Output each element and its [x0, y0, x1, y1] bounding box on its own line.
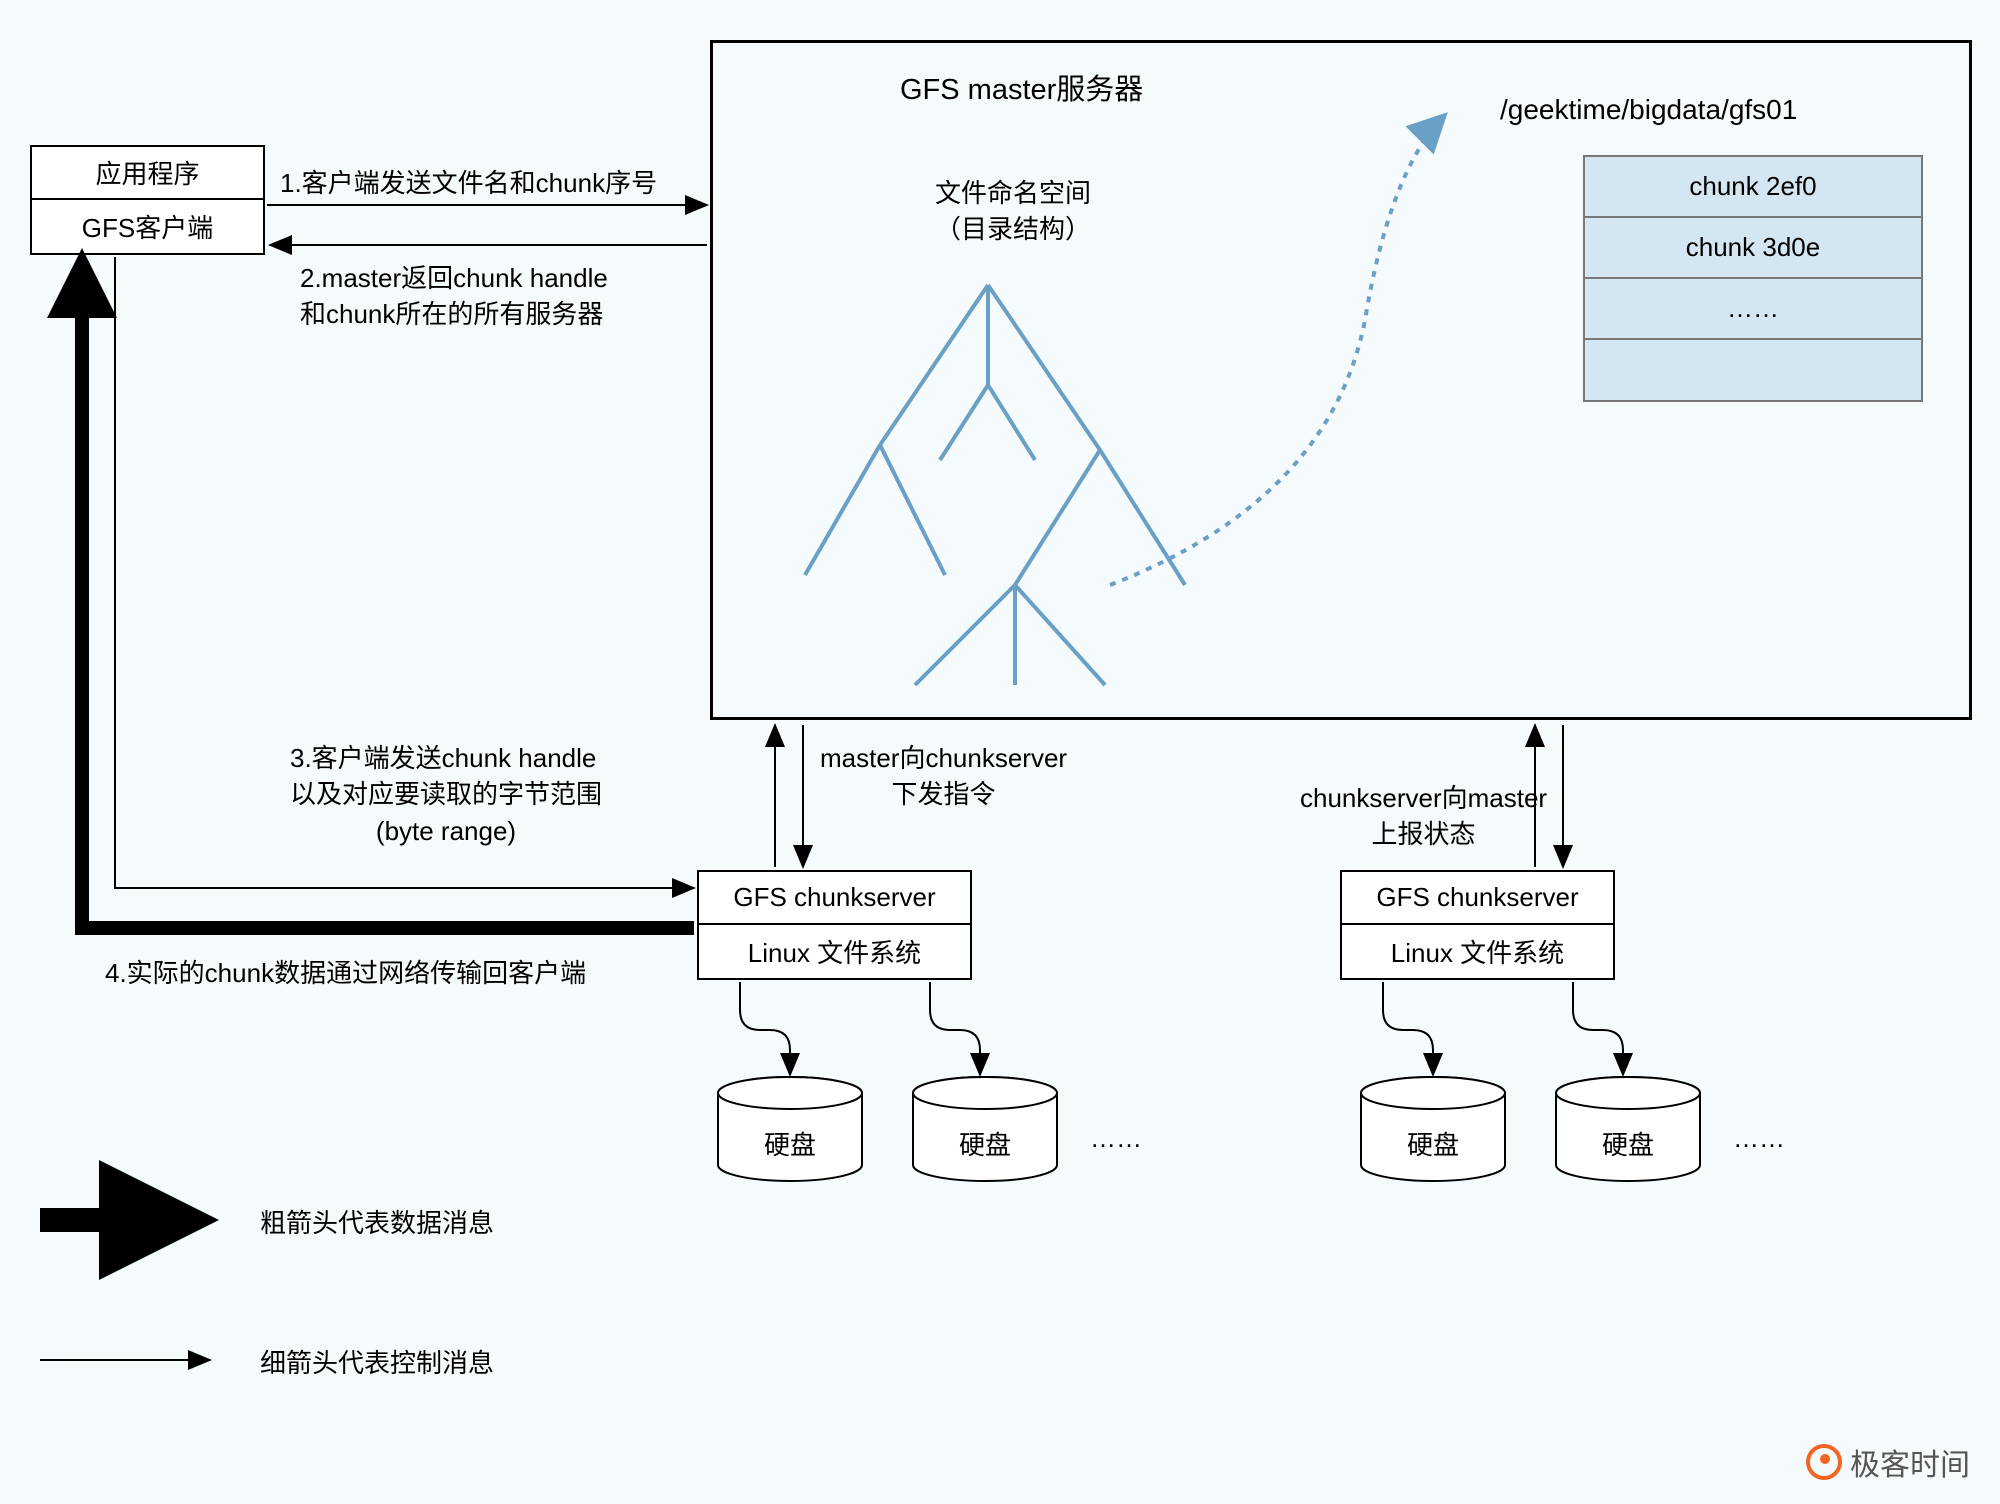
- client-box: 应用程序 GFS客户端: [30, 145, 265, 255]
- watermark: 极客时间: [1806, 1440, 1970, 1484]
- chunk-cell-2: ……: [1585, 279, 1921, 340]
- step2-l2: 和chunk所在的所有服务器: [300, 299, 603, 329]
- step3-label: 3.客户端发送chunk handle 以及对应要读取的字节范围 (byte r…: [290, 740, 602, 849]
- chunkserver-1: GFS chunkserver Linux 文件系统: [697, 870, 972, 980]
- step2-l1: 2.master返回chunk handle: [300, 263, 608, 293]
- disk-3-label: 硬盘: [1358, 1125, 1508, 1162]
- disk-ellipsis-1: ……: [1090, 1120, 1142, 1156]
- step1-label: 1.客户端发送文件名和chunk序号: [280, 165, 657, 201]
- step4-label: 4.实际的chunk数据通过网络传输回客户端: [105, 955, 586, 991]
- brand-logo-icon: [1806, 1444, 1842, 1480]
- cs1-title-box: GFS chunkserver: [697, 870, 972, 925]
- disk-2-label: 硬盘: [910, 1125, 1060, 1162]
- cs1-title: GFS chunkserver: [733, 882, 935, 913]
- cs2-title: GFS chunkserver: [1376, 882, 1578, 913]
- chunk-cell-blank: [1585, 340, 1921, 400]
- ctm-l1: chunkserver向master: [1300, 783, 1547, 813]
- disk-2: 硬盘: [910, 1075, 1060, 1185]
- namespace-title-text: 文件命名空间: [935, 178, 1091, 208]
- disk-4: 硬盘: [1553, 1075, 1703, 1185]
- disk-1-label: 硬盘: [715, 1125, 865, 1162]
- cs1-fs-box: Linux 文件系统: [697, 925, 972, 980]
- step2-label: 2.master返回chunk handle 和chunk所在的所有服务器: [300, 260, 608, 333]
- disk-3: 硬盘: [1358, 1075, 1508, 1185]
- disk-4-label: 硬盘: [1553, 1125, 1703, 1162]
- cs2-title-box: GFS chunkserver: [1340, 870, 1615, 925]
- chunk-cell-0: chunk 2ef0: [1585, 157, 1921, 218]
- chunk-table: chunk 2ef0 chunk 3d0e ……: [1583, 155, 1923, 402]
- cs-to-master-label: chunkserver向master 上报状态: [1300, 780, 1547, 853]
- disk-1: 硬盘: [715, 1075, 865, 1185]
- gfs-client-label: GFS客户端: [82, 208, 213, 245]
- mtc-l1: master向chunkserver: [820, 743, 1067, 773]
- disk-ellipsis-2: ……: [1733, 1120, 1785, 1156]
- app-label-box: 应用程序: [30, 145, 265, 200]
- legend-thin-label: 细箭头代表控制消息: [260, 1345, 494, 1381]
- chunk-cell-1: chunk 3d0e: [1585, 218, 1921, 279]
- mtc-l2: 下发指令: [892, 779, 996, 809]
- watermark-text: 极客时间: [1850, 1440, 1970, 1484]
- chunkserver-2: GFS chunkserver Linux 文件系统: [1340, 870, 1615, 980]
- cs2-fs-box: Linux 文件系统: [1340, 925, 1615, 980]
- gfs-client-box: GFS客户端: [30, 200, 265, 255]
- cs2-fs: Linux 文件系统: [1391, 933, 1564, 970]
- step3-l1: 3.客户端发送chunk handle: [290, 743, 596, 773]
- legend-thick-label: 粗箭头代表数据消息: [260, 1205, 494, 1241]
- step3-l2: 以及对应要读取的字节范围: [290, 779, 602, 809]
- file-path: /geektime/bigdata/gfs01: [1500, 90, 1797, 129]
- namespace-sub-text: （目录结构）: [935, 214, 1091, 244]
- ctm-l2: 上报状态: [1372, 819, 1476, 849]
- app-label: 应用程序: [95, 154, 199, 191]
- step3-l3: (byte range): [290, 813, 602, 849]
- master-to-cs-label: master向chunkserver 下发指令: [820, 740, 1067, 813]
- cs1-fs: Linux 文件系统: [748, 933, 921, 970]
- dotted-arrow: [1100, 70, 1520, 600]
